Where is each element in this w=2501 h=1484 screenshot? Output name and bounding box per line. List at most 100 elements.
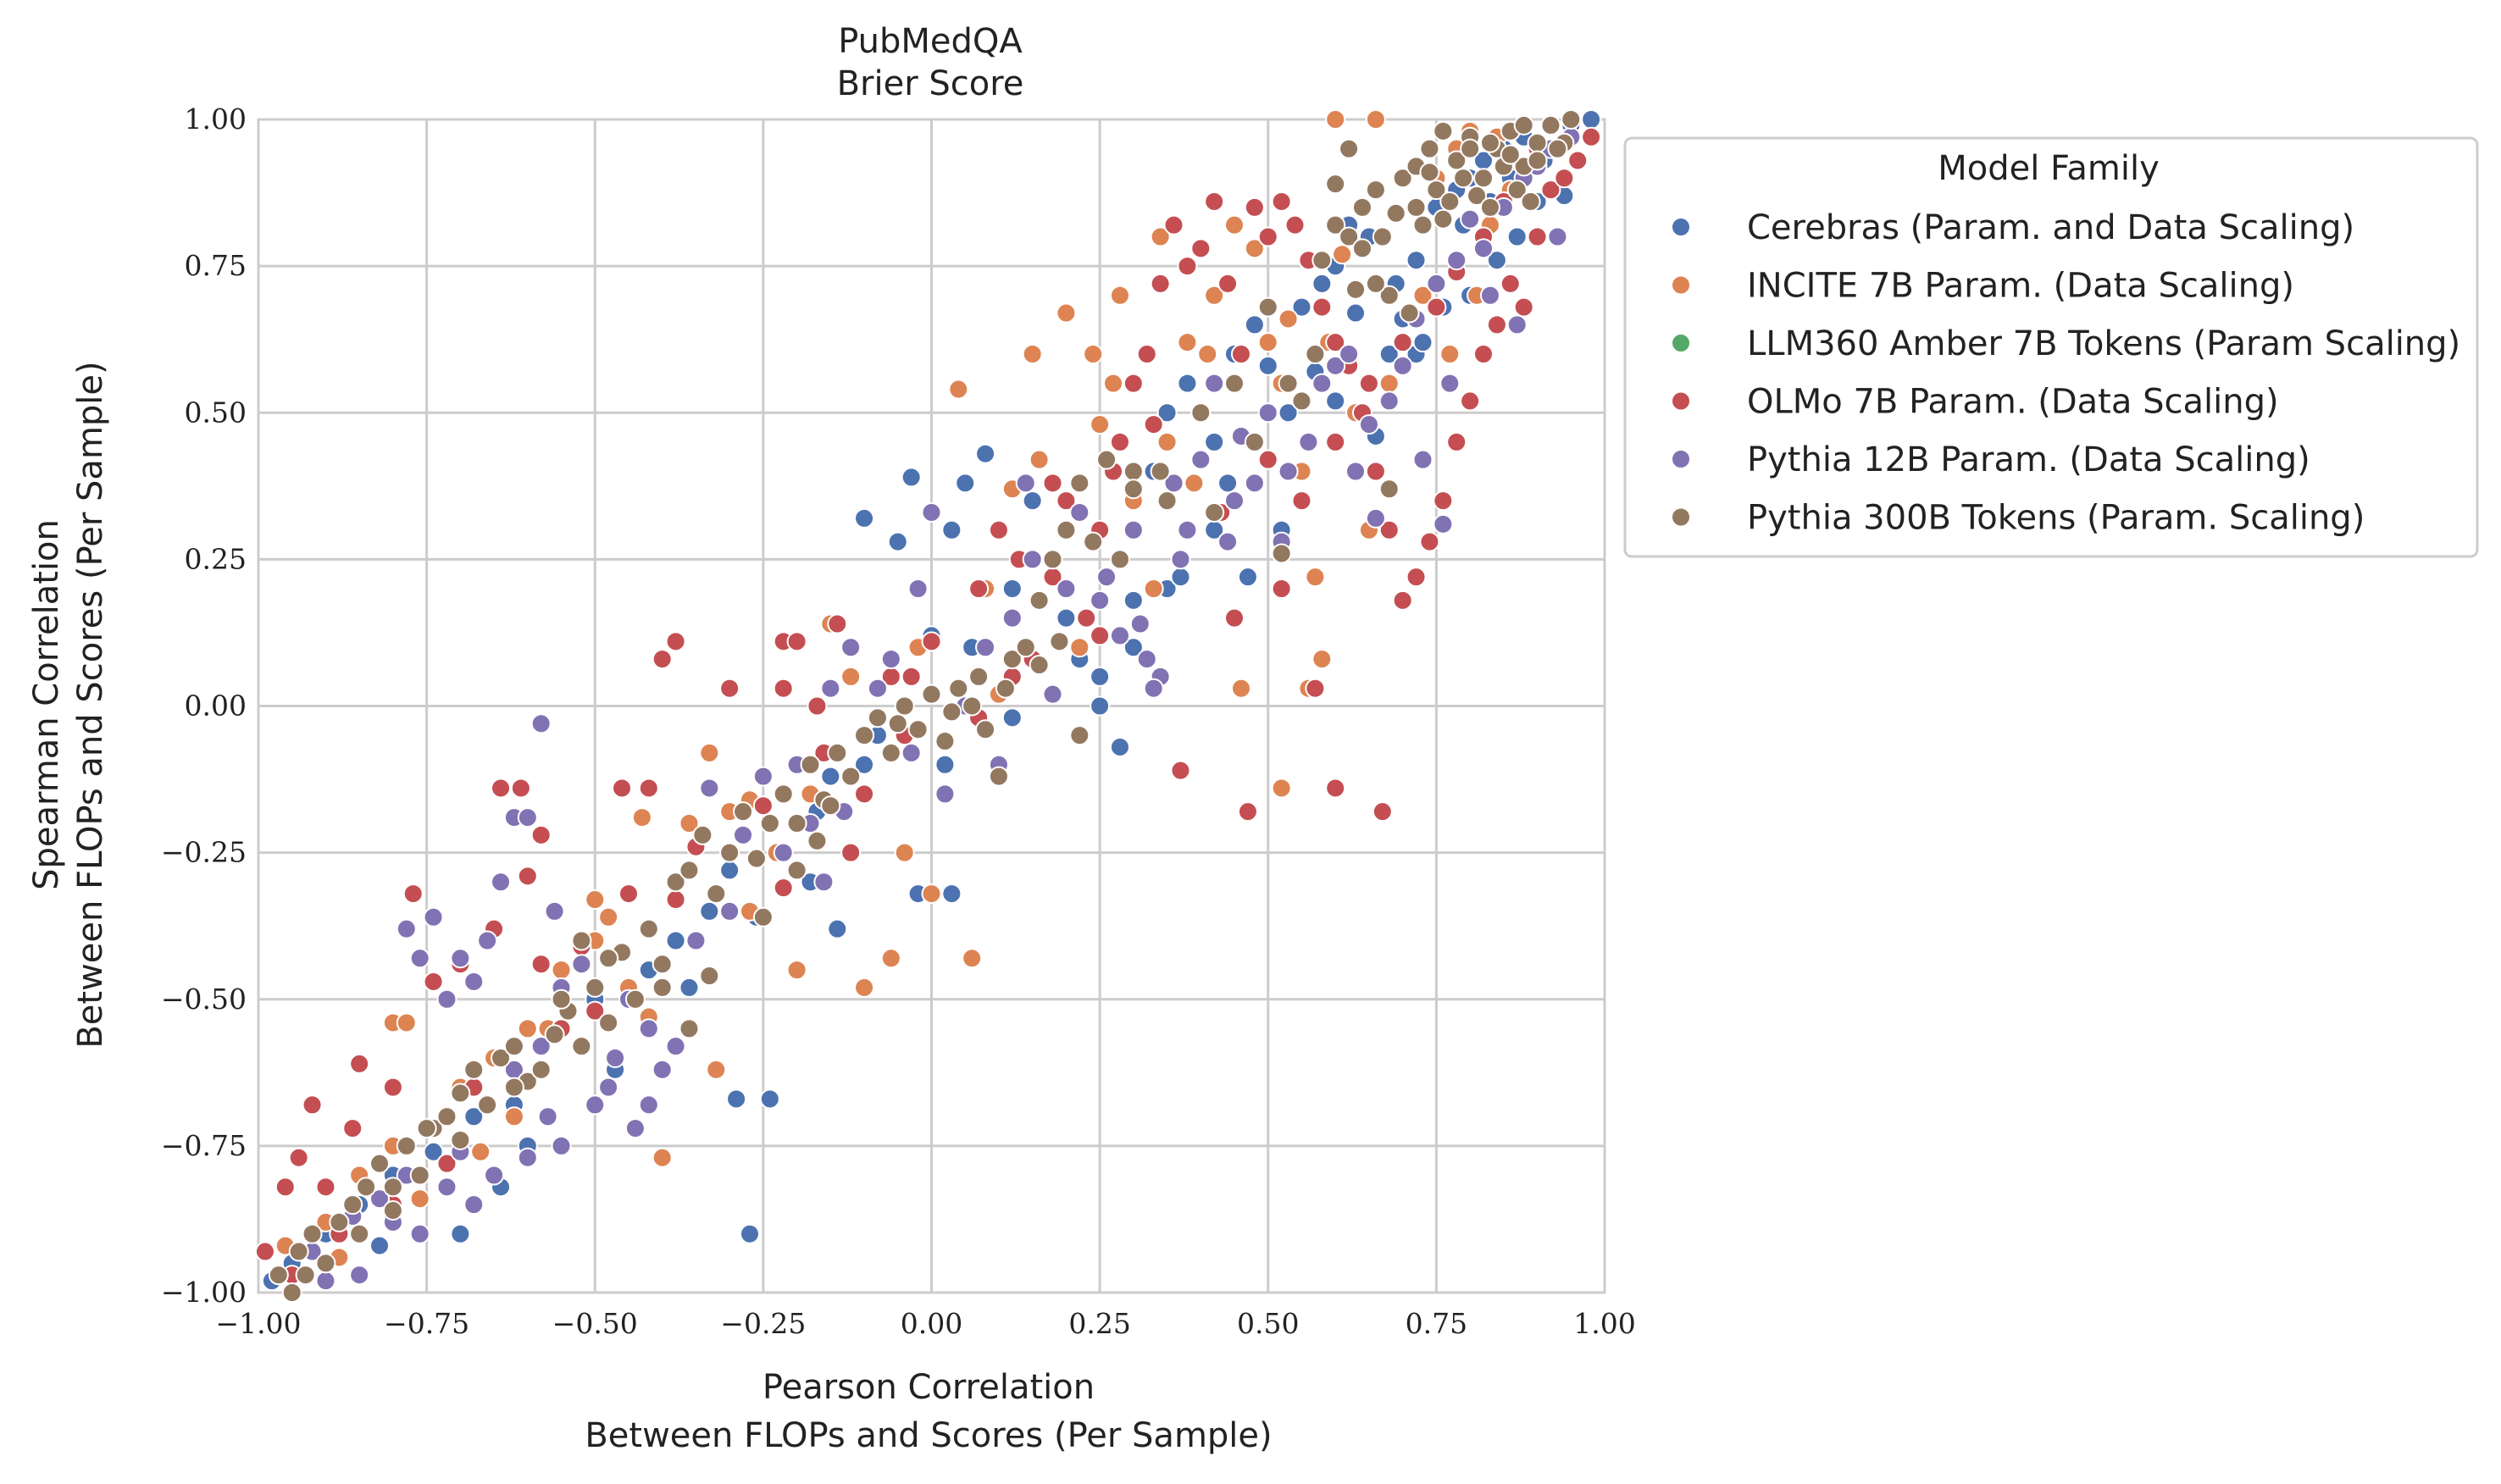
data-point <box>396 1135 417 1156</box>
data-point <box>463 1194 485 1215</box>
data-point <box>530 824 552 845</box>
data-point <box>1472 344 1494 364</box>
data-point <box>1312 649 1333 670</box>
data-point <box>1056 519 1077 540</box>
data-point <box>436 1177 458 1198</box>
data-point <box>1392 355 1413 376</box>
data-point <box>1001 707 1023 728</box>
data-point <box>1351 238 1372 259</box>
data-point <box>1406 197 1427 218</box>
data-point <box>315 1253 336 1274</box>
legend-label: Pythia 12B Param. (Data Scaling) <box>1747 440 2310 479</box>
x-tick-label: −1.00 <box>215 1307 301 1340</box>
data-point <box>1479 197 1500 218</box>
data-point <box>1136 344 1157 364</box>
data-point <box>1406 567 1427 588</box>
data-point <box>1204 501 1225 523</box>
y-tick-label: 0.50 <box>185 396 247 429</box>
data-point <box>752 795 774 817</box>
data-point <box>1224 373 1245 394</box>
data-point <box>1184 473 1205 494</box>
data-point <box>1257 449 1278 470</box>
data-point <box>1527 226 1548 247</box>
data-point <box>739 1223 760 1244</box>
data-point <box>1332 244 1353 265</box>
data-point <box>1358 414 1379 435</box>
data-point <box>356 1177 377 1198</box>
data-point <box>315 1271 336 1292</box>
data-point <box>901 742 922 763</box>
data-point <box>1109 285 1130 306</box>
data-point <box>854 977 875 998</box>
data-point <box>1103 373 1124 394</box>
data-point <box>1426 273 1447 294</box>
data-point <box>733 824 754 845</box>
data-point <box>699 900 720 922</box>
x-tick-label: 0.00 <box>901 1307 962 1340</box>
data-point <box>288 1147 309 1168</box>
data-point <box>706 1059 727 1080</box>
data-point <box>450 1129 471 1150</box>
data-point <box>1083 344 1104 364</box>
data-point <box>759 813 780 833</box>
data-point <box>382 1077 403 1098</box>
data-point <box>1339 226 1360 247</box>
data-point <box>679 1018 700 1039</box>
x-tick-label: −0.25 <box>720 1307 806 1340</box>
data-point <box>349 1265 370 1286</box>
data-point <box>551 988 572 1010</box>
data-point <box>1190 449 1212 470</box>
grid-lines <box>257 118 1606 1294</box>
data-point <box>1224 214 1245 235</box>
data-point <box>254 1241 275 1262</box>
data-point <box>1460 390 1481 412</box>
data-point <box>1345 302 1367 324</box>
data-point <box>329 1211 350 1232</box>
data-point <box>1278 461 1299 482</box>
legend-marker <box>1671 217 1691 237</box>
data-point <box>854 725 875 746</box>
data-point <box>1109 549 1130 570</box>
data-point <box>840 637 862 658</box>
data-point <box>302 1223 323 1244</box>
data-point <box>1090 666 1111 687</box>
data-point <box>503 1077 524 1098</box>
data-point <box>827 613 848 634</box>
data-point <box>1022 344 1043 364</box>
data-point <box>840 842 862 863</box>
data-point <box>665 1036 686 1057</box>
x-tick-label: 0.50 <box>1237 1307 1299 1340</box>
data-point <box>1312 250 1333 271</box>
data-point <box>1486 250 1507 271</box>
data-point <box>1244 238 1265 259</box>
data-point <box>1257 226 1278 247</box>
data-point <box>921 883 942 905</box>
data-point <box>1365 273 1386 294</box>
data-point <box>786 960 807 981</box>
data-point <box>1271 191 1292 212</box>
data-point <box>409 948 430 969</box>
data-point <box>1506 314 1528 335</box>
data-point <box>1177 373 1198 394</box>
data-point <box>1312 296 1333 318</box>
y-tick-label: −1.00 <box>161 1276 247 1309</box>
data-point <box>342 1118 363 1139</box>
data-point <box>995 678 1016 699</box>
data-point <box>409 1223 430 1244</box>
x-tick-label: 1.00 <box>1573 1307 1635 1340</box>
data-point <box>652 977 673 998</box>
data-point <box>409 1165 430 1186</box>
data-point <box>1090 414 1111 435</box>
data-point <box>598 1012 619 1033</box>
data-point <box>1399 302 1420 324</box>
data-point <box>907 719 929 740</box>
data-point <box>719 900 740 922</box>
data-point <box>1460 208 1481 230</box>
data-point <box>854 754 875 775</box>
data-point <box>544 900 565 922</box>
data-point <box>1224 490 1245 512</box>
data-point <box>1345 279 1367 300</box>
data-point <box>1378 344 1400 364</box>
data-point <box>1177 256 1198 277</box>
